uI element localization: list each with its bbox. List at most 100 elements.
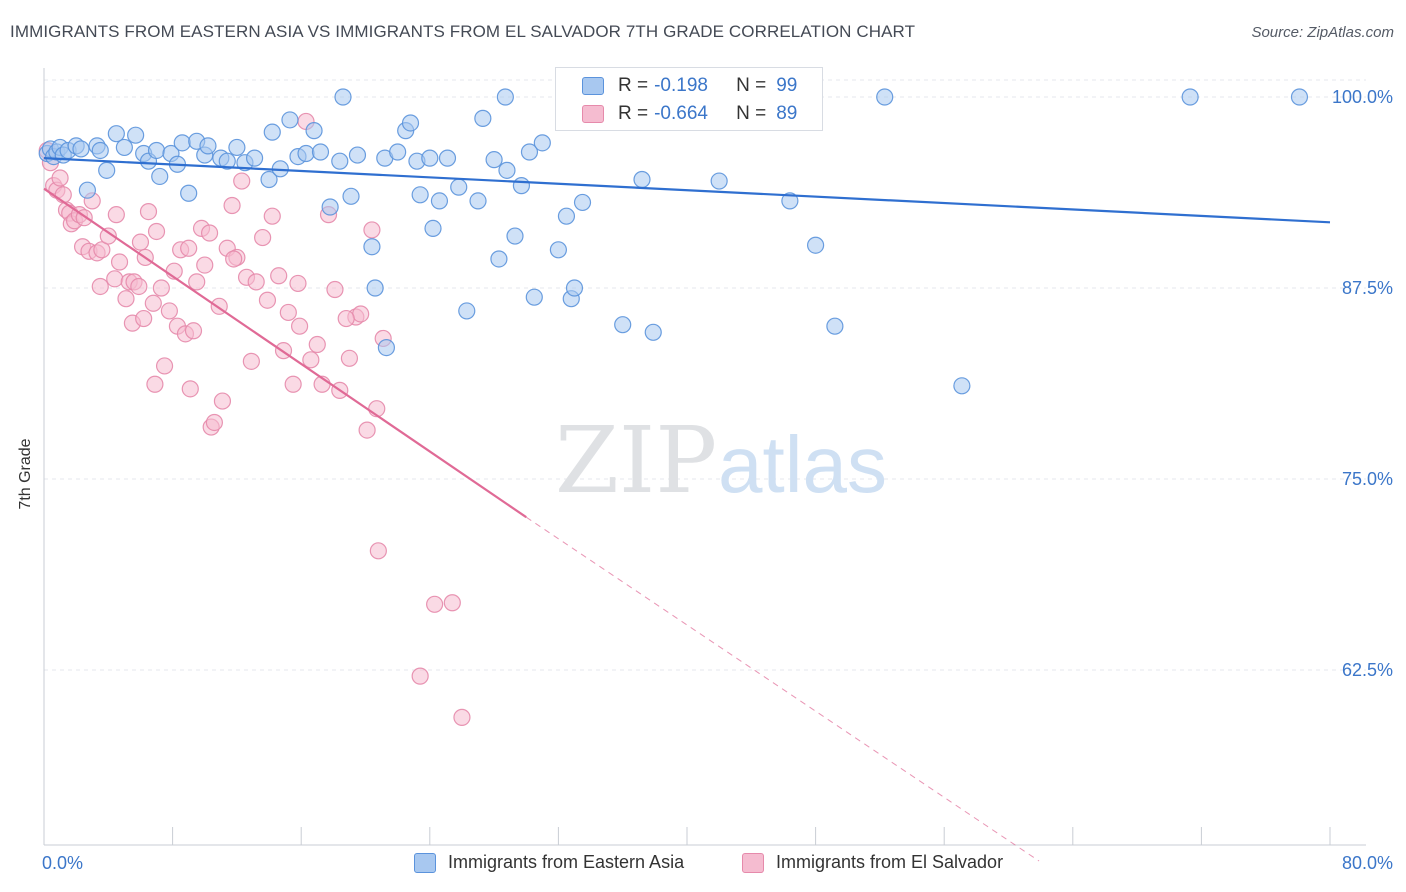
el-salvador-point (247, 273, 265, 291)
x-tick-labels: 0.0% 80.0% (42, 853, 1393, 873)
eastern-asia-point (377, 338, 395, 357)
eastern-asia-point (506, 227, 524, 245)
watermark: ZIP atlas (555, 407, 887, 514)
correlation-legend: R = -0.198 N = 99 R = -0.664 N = 89 (555, 67, 823, 131)
eastern-asia-point (474, 109, 492, 127)
eastern-asia-point (151, 167, 169, 186)
legend-r-value: -0.198 (654, 75, 708, 96)
eastern-asia-point (430, 192, 449, 210)
eastern-asia-point (263, 123, 281, 141)
eastern-asia-point (180, 184, 198, 202)
legend-swatch-pink (582, 105, 604, 123)
el-salvador-point (200, 224, 219, 242)
eastern-asia-point (218, 152, 236, 170)
eastern-asia-point (633, 170, 651, 189)
el-salvador-point (223, 196, 241, 215)
el-salvador-point (290, 317, 309, 335)
eastern-asia-point (245, 149, 264, 167)
x-tick-label-min: 0.0% (42, 853, 83, 873)
el-salvador-point (289, 274, 307, 293)
el-salvador-point (426, 595, 444, 613)
eastern-asia-point (228, 138, 246, 157)
legend-label: Immigrants from El Salvador (776, 852, 1004, 872)
eastern-asia-point (458, 302, 476, 320)
eastern-asia-point (469, 192, 487, 210)
el-salvador-point (131, 233, 150, 251)
el-salvador-point (144, 294, 162, 312)
eastern-asia-point (260, 170, 278, 189)
legend-swatch-blue (414, 852, 436, 873)
eastern-asia-point (115, 138, 133, 157)
eastern-asia-point (331, 152, 349, 170)
watermark-zip: ZIP (555, 407, 717, 514)
eastern-asia-point (72, 140, 90, 158)
el-salvador-point (358, 421, 376, 439)
eastern-asia-point (876, 88, 894, 106)
axes (43, 68, 1366, 846)
el-salvador-point (91, 277, 109, 296)
eastern-asia-point (573, 193, 592, 212)
eastern-asia-point (498, 161, 516, 179)
el-salvador-point (213, 392, 232, 410)
el-salvador-trend-extension (525, 516, 1040, 862)
legend-label: Immigrants from Eastern Asia (448, 852, 685, 872)
legend-swatch-blue (582, 77, 604, 95)
el-salvador-point (242, 352, 260, 370)
el-salvador-point (279, 303, 297, 322)
trend-lines (43, 157, 1331, 862)
el-salvador-point (337, 309, 355, 328)
series-legend: Immigrants from Eastern Asia Immigrants … (0, 852, 1406, 878)
legend-r-label: R = (618, 75, 649, 96)
eastern-asia-point (614, 316, 632, 334)
eastern-asia-point (78, 181, 97, 199)
legend-n-value: 99 (776, 75, 798, 96)
eastern-asia-point (549, 241, 568, 259)
eastern-asia-point (389, 143, 407, 161)
eastern-asia-point (525, 288, 543, 306)
el-salvador-point (411, 667, 429, 685)
el-salvador-point (369, 542, 387, 560)
el-salvador-trend-line (43, 187, 527, 519)
el-salvador-point (443, 594, 461, 612)
source-label: Source: ZipAtlas.com (1251, 24, 1394, 41)
el-salvador-point (147, 222, 166, 241)
eastern-asia-point (710, 172, 728, 190)
eastern-asia-point (1290, 88, 1309, 106)
eastern-asia-point (512, 177, 531, 195)
y-tick-label: 75.0% (1342, 469, 1393, 489)
el-salvador-point (139, 203, 158, 221)
eastern-asia-point (127, 126, 145, 144)
eastern-asia-point (342, 187, 360, 205)
legend-row-eastern-asia: R = -0.198 N = 99 (556, 72, 797, 100)
el-salvador-point (180, 239, 198, 257)
el-salvador-point (225, 250, 243, 268)
y-axis-label-wrap: 7th Grade (14, 420, 44, 540)
chart-title: IMMIGRANTS FROM EASTERN ASIA VS IMMIGRAN… (10, 22, 916, 41)
el-salvador-point (254, 228, 272, 247)
legend-r-label: R = (618, 103, 649, 124)
eastern-asia-point (199, 137, 217, 155)
el-salvador-point (284, 375, 302, 393)
eastern-asia-point (450, 178, 468, 196)
el-salvador-point (110, 253, 129, 271)
el-salvador-point (181, 380, 199, 398)
el-salvador-point (135, 309, 153, 328)
el-salvador-point (155, 357, 174, 375)
el-salvador-point (352, 305, 370, 323)
el-salvador-point (160, 302, 178, 320)
el-salvador-point (258, 291, 277, 309)
eastern-asia-point (438, 149, 457, 167)
eastern-asia-point (363, 238, 381, 256)
eastern-asia-point (98, 161, 116, 179)
eastern-asia-point (520, 143, 539, 161)
eastern-asia-point (411, 186, 429, 204)
eastern-asia-point (281, 111, 299, 129)
eastern-asia-points (38, 88, 1309, 395)
eastern-asia-point (644, 323, 662, 341)
eastern-asia-point (348, 146, 367, 164)
eastern-asia-point (321, 198, 339, 216)
y-tick-label: 100.0% (1332, 87, 1393, 107)
el-salvador-points (38, 112, 471, 726)
el-salvador-point (205, 413, 223, 432)
el-salvador-point (51, 169, 69, 187)
